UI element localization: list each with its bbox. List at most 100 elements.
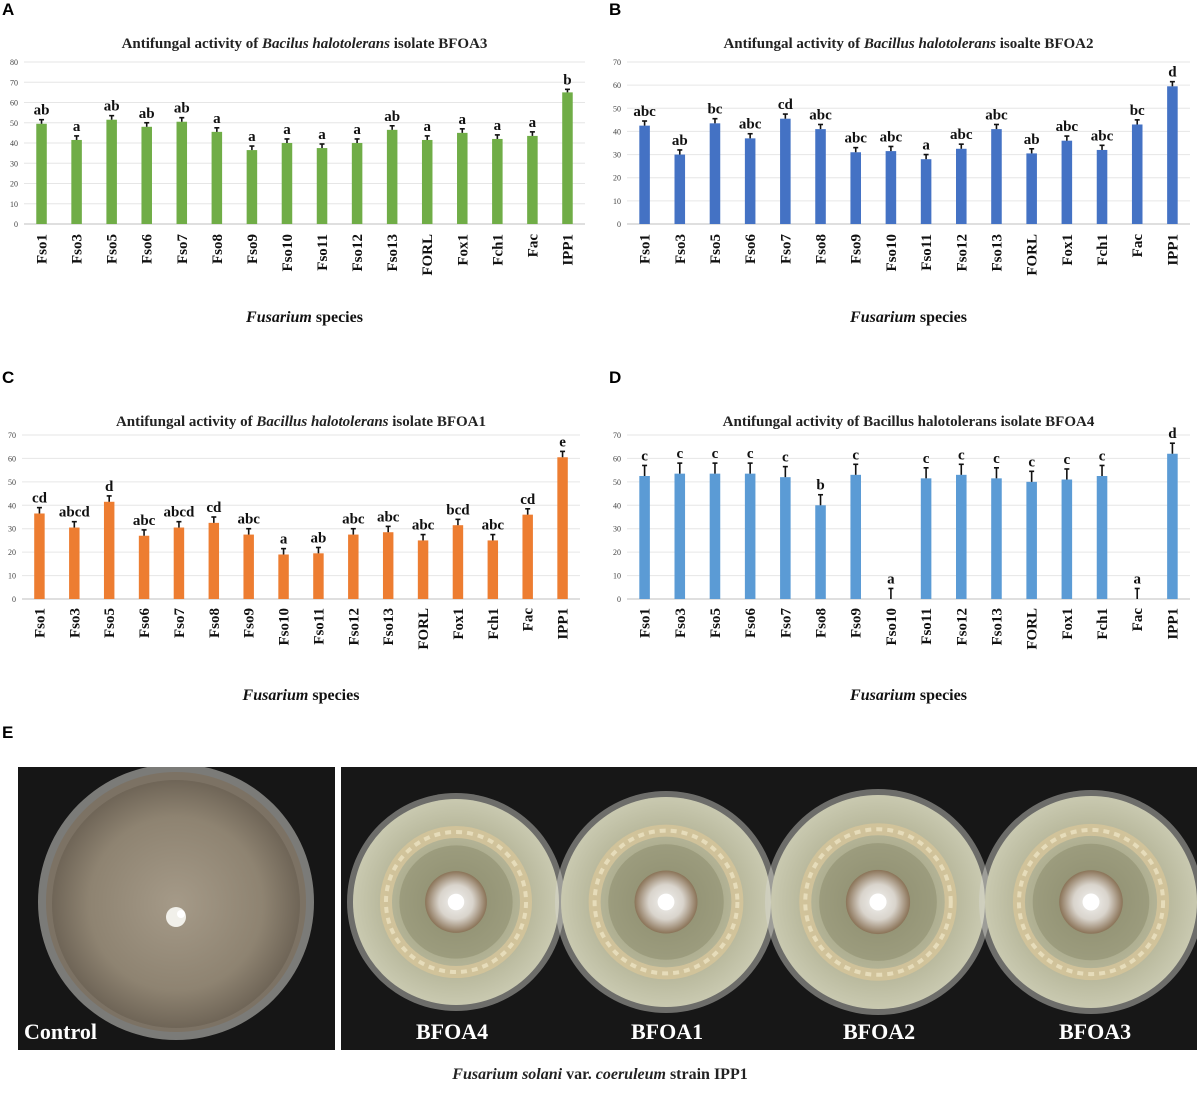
bar	[1026, 153, 1037, 224]
x-tick-label: Fac	[525, 234, 541, 258]
x-tick-label: Fso6	[743, 608, 759, 639]
y-tick-label: 70	[613, 431, 621, 440]
significance-letter: a	[887, 571, 895, 587]
y-tick-label: 20	[613, 174, 621, 183]
x-tick-label: Fso1	[32, 608, 48, 638]
x-tick-label: Fso13	[385, 234, 401, 272]
bar	[281, 143, 293, 224]
x-tick-label: Fso12	[954, 608, 970, 646]
label-bfoa4: BFOA4	[416, 1019, 489, 1044]
x-tick-label: Fso8	[210, 234, 226, 264]
bar	[815, 505, 826, 599]
y-tick-label: 10	[613, 197, 621, 206]
significance-letter: bc	[707, 102, 722, 118]
colony-center	[447, 893, 465, 911]
significance-letter: ab	[384, 109, 400, 125]
significance-letter: cd	[778, 97, 794, 113]
bar	[1096, 476, 1108, 599]
x-tick-label: IPP1	[1165, 608, 1181, 640]
bar	[639, 125, 650, 224]
x-tick-label: Fso13	[989, 234, 1005, 272]
bar	[991, 478, 1002, 599]
x-tick-label: FORL	[1025, 608, 1041, 650]
significance-letter: c	[1064, 452, 1071, 468]
chart-svg: Antifungal activity of Bacillus halotole…	[8, 414, 580, 704]
significance-letter: a	[494, 118, 502, 134]
significance-letter: c	[747, 446, 754, 462]
bar	[527, 135, 538, 224]
x-tick-label: Fso12	[350, 234, 366, 272]
petri-plate	[765, 789, 991, 1015]
bar	[138, 535, 150, 599]
fungal-mycelium	[52, 780, 300, 1028]
y-tick-label: 50	[8, 478, 16, 487]
y-tick-label: 20	[10, 180, 18, 189]
chart-title: Antifungal activity of Bacilus halotoler…	[122, 36, 488, 52]
photo-caption: Fusarium solani var. coeruleum strain IP…	[0, 1066, 1200, 1084]
bar	[557, 457, 568, 599]
significance-letter: c	[1099, 448, 1106, 464]
significance-letter: a	[922, 138, 930, 154]
x-axis-title: Fusarium species	[849, 687, 967, 704]
bar	[709, 123, 721, 224]
x-axis-title: Fusarium species	[849, 309, 967, 326]
bar	[246, 150, 258, 224]
photo-treatments: BFOA4 BFOA1 BFOA2 BFOA3	[341, 767, 1197, 1050]
x-tick-label: Fso10	[884, 608, 900, 646]
bar	[278, 554, 289, 599]
bar	[1061, 479, 1073, 599]
bacterial-streak-texture	[592, 828, 740, 976]
y-tick-label: 0	[12, 595, 16, 604]
significance-letter: bcd	[446, 502, 470, 518]
x-tick-label: Fso1	[35, 234, 51, 264]
x-tick-label: Fso9	[245, 234, 261, 264]
bar	[850, 474, 861, 599]
significance-letter: abc	[950, 127, 973, 143]
y-tick-label: 60	[613, 454, 621, 463]
significance-letter: c	[958, 447, 965, 463]
significance-letter: c	[676, 446, 683, 462]
y-tick-label: 30	[613, 525, 621, 534]
significance-letter: c	[923, 451, 930, 467]
x-tick-label: Fso13	[381, 608, 397, 646]
x-tick-label: Fso6	[743, 234, 759, 265]
significance-letter: abc	[1056, 119, 1079, 135]
x-tick-label: Fac	[1130, 608, 1146, 632]
bar	[639, 476, 650, 599]
significance-letter: a	[213, 111, 221, 127]
y-tick-label: 40	[613, 501, 621, 510]
bar	[1167, 86, 1178, 224]
x-tick-label: Fso5	[105, 234, 121, 264]
bar	[1096, 149, 1108, 224]
bacterial-streak-texture	[803, 827, 953, 977]
bar	[417, 540, 429, 599]
significance-letter: a	[459, 112, 467, 128]
bar	[243, 534, 254, 599]
label-control: Control	[24, 1019, 97, 1044]
x-tick-label: IPP1	[1165, 234, 1181, 266]
significance-letter: abc	[844, 131, 867, 147]
caption-species: Fusarium solani	[452, 1066, 563, 1083]
x-axis-title: Fusarium species	[245, 309, 363, 326]
x-tick-label: Fso5	[102, 608, 118, 638]
x-tick-label: FORL	[1025, 234, 1041, 276]
significance-letter: a	[423, 119, 431, 135]
significance-letter: b	[563, 72, 571, 88]
x-tick-label: Fso11	[315, 234, 331, 271]
x-tick-label: Fso8	[207, 608, 223, 638]
bar	[1131, 124, 1143, 224]
x-tick-label: Fso8	[814, 234, 830, 264]
x-tick-label: Fso3	[67, 608, 83, 638]
y-tick-label: 70	[10, 78, 18, 87]
panel-label-a: A	[2, 0, 15, 19]
significance-letter: a	[318, 127, 326, 143]
bar	[208, 522, 220, 599]
x-tick-label: Fso11	[311, 608, 327, 645]
bar	[421, 139, 433, 224]
y-tick-label: 50	[613, 478, 621, 487]
chart-title: Antifungal activity of Bacillus halotole…	[116, 414, 486, 430]
significance-letter: a	[353, 122, 361, 138]
x-tick-label: Fso12	[954, 234, 970, 272]
significance-letter: abcd	[164, 505, 196, 521]
x-tick-label: Fso7	[175, 234, 191, 265]
